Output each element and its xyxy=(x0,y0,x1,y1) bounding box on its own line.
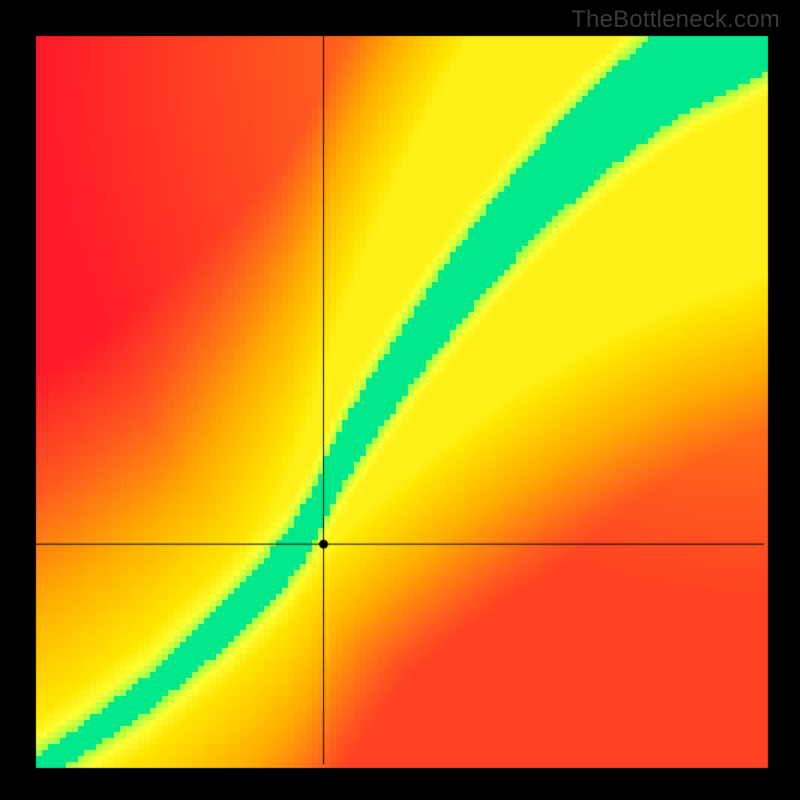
watermark-text: TheBottleneck.com xyxy=(571,6,780,34)
chart-container: TheBottleneck.com xyxy=(0,0,800,800)
bottleneck-heatmap xyxy=(0,0,800,800)
